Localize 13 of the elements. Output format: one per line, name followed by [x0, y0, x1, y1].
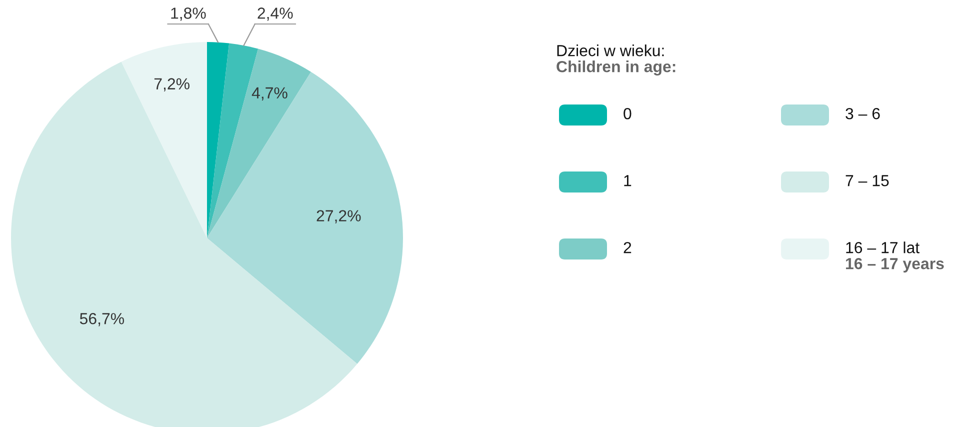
legend-title: Dzieci w wieku: Children in age: — [556, 44, 676, 76]
data-label: 1,8% — [171, 8, 206, 21]
legend-label: 16 – 17 lat 16 – 17 years — [846, 242, 944, 272]
data-label: 4,7% — [252, 87, 288, 100]
legend-label: 3 – 6 — [846, 108, 880, 120]
legend-label: 2 — [624, 242, 632, 254]
legend-label: 7 – 15 — [846, 175, 889, 186]
data-label: 56,7% — [80, 312, 124, 326]
data-label: 2,4% — [258, 8, 293, 21]
data-label: 27,2% — [316, 210, 361, 224]
legend-label: 1 — [624, 175, 632, 186]
legend-label: 0 — [624, 108, 632, 120]
data-label: 7,2% — [154, 78, 190, 92]
